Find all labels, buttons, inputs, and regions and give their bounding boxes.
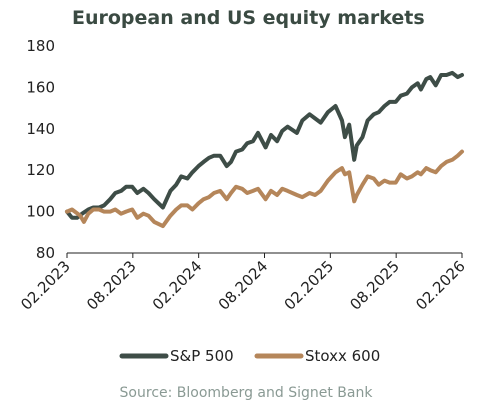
chart-title: European and US equity markets [72,7,425,29]
x-tick-label: 02.2024 [149,257,206,314]
x-tick-label: 08.2023 [83,257,140,314]
series-line-sp500 [65,70,464,220]
x-tick-label: 08.2024 [215,257,272,314]
y-tick-label: 160 [26,78,55,96]
legend-item: Stoxx 600 [254,347,380,365]
series-layer [65,70,464,229]
x-axis: 02.2023 08.2023 02.2024 08.2024 02.2025 08.20… [17,253,469,314]
y-axis: 80 100 120 140 160 180 [26,37,55,262]
y-tick-label: 80 [36,244,55,262]
x-tick-label: 08.2025 [346,257,403,314]
x-tick-label: 02.2026 [412,257,469,314]
legend: S&P 500 Stoxx 600 [119,347,380,365]
legend-item: S&P 500 [119,347,234,365]
legend-label: S&P 500 [170,347,234,365]
y-tick-label: 180 [26,37,55,55]
source-note: Source: Bloomberg and Signet Bank [120,385,374,401]
x-tick-label: 02.2025 [281,257,338,314]
x-tick-label: 02.2023 [17,257,74,314]
series-line-stoxx600 [65,149,464,229]
y-tick-label: 100 [26,203,55,221]
y-tick-label: 140 [26,120,55,138]
legend-label: Stoxx 600 [305,347,380,365]
y-tick-label: 120 [26,161,55,179]
